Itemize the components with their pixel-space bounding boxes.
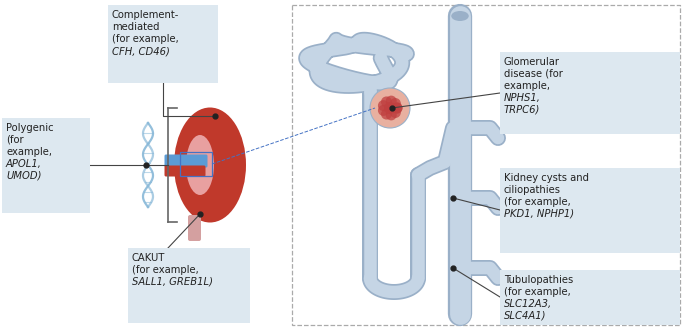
Bar — [108, 5, 218, 83]
Bar — [2, 118, 90, 213]
Text: (for example,: (for example, — [504, 287, 571, 297]
Bar — [500, 270, 680, 325]
Text: SLC4A1): SLC4A1) — [504, 311, 547, 321]
Text: NPHS1,: NPHS1, — [504, 93, 541, 103]
Bar — [292, 5, 680, 325]
Circle shape — [384, 102, 396, 114]
Text: (for example,: (for example, — [132, 265, 199, 275]
Bar — [500, 52, 680, 134]
Text: (for example,: (for example, — [112, 34, 179, 44]
Text: SLC12A3,: SLC12A3, — [504, 299, 552, 309]
Text: example,: example, — [6, 147, 52, 157]
Text: PKD1, NPHP1): PKD1, NPHP1) — [504, 209, 574, 219]
FancyBboxPatch shape — [188, 215, 201, 241]
Ellipse shape — [451, 11, 469, 21]
Text: mediated: mediated — [112, 22, 160, 32]
Text: (for example,: (for example, — [504, 197, 571, 207]
FancyBboxPatch shape — [164, 166, 206, 177]
Circle shape — [392, 103, 403, 114]
Text: CAKUT: CAKUT — [132, 253, 165, 263]
Circle shape — [390, 98, 401, 109]
Text: Tubulopathies: Tubulopathies — [504, 275, 573, 285]
Text: SALL1, GREB1L): SALL1, GREB1L) — [132, 277, 213, 287]
Circle shape — [381, 109, 392, 119]
Bar — [500, 168, 680, 253]
Text: disease (for: disease (for — [504, 69, 563, 79]
Text: Polygenic: Polygenic — [6, 123, 53, 133]
Ellipse shape — [186, 135, 214, 195]
Text: (for: (for — [6, 135, 23, 145]
Ellipse shape — [174, 108, 246, 222]
Text: example,: example, — [504, 81, 553, 91]
FancyBboxPatch shape — [164, 154, 208, 168]
Circle shape — [370, 88, 410, 128]
Circle shape — [378, 100, 389, 111]
Bar — [128, 248, 250, 323]
Text: CFH, CD46): CFH, CD46) — [112, 46, 170, 56]
Circle shape — [390, 107, 401, 118]
Text: Complement-: Complement- — [112, 10, 179, 20]
Circle shape — [381, 96, 392, 108]
Bar — [180, 152, 212, 176]
Text: ciliopathies: ciliopathies — [504, 185, 561, 195]
Circle shape — [378, 105, 389, 116]
Text: TRPC6): TRPC6) — [504, 105, 540, 115]
Text: APOL1,: APOL1, — [6, 159, 42, 169]
Circle shape — [386, 96, 397, 107]
Circle shape — [392, 103, 403, 114]
Text: Glomerular: Glomerular — [504, 57, 560, 67]
Text: Kidney cysts and: Kidney cysts and — [504, 173, 589, 183]
Text: UMOD): UMOD) — [6, 171, 42, 181]
Circle shape — [386, 109, 397, 120]
